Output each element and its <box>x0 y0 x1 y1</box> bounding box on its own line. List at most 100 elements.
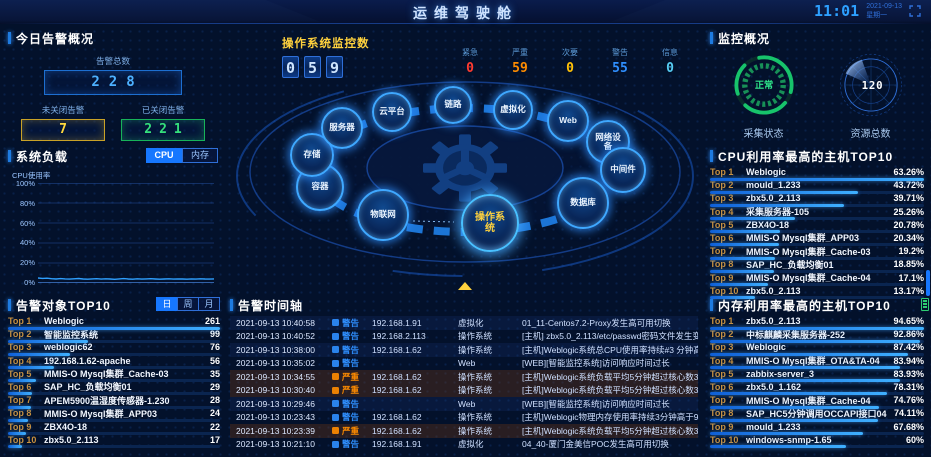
object-name: MMIS-O Mysql集群_Cache-03 <box>44 369 169 380</box>
period-tab[interactable]: 月 <box>198 297 220 311</box>
table-row[interactable]: 2021-09-13 10:40:52 警告 192.168.2.113 操作系… <box>230 330 698 344</box>
list-item[interactable]: Top 10 windows-snmp-1.65 60% <box>710 435 924 449</box>
bar-fill <box>8 445 22 449</box>
y-tick-label: 40% <box>19 238 35 248</box>
list-item[interactable]: Top 2 mould_1.233 43.72% <box>710 180 924 194</box>
list-item[interactable]: Top 6 zbx5.0_1.162 78.31% <box>710 381 924 396</box>
table-row[interactable]: 2021-09-13 10:35:02 警告 Web [WEB][智能监控系统]… <box>230 357 698 371</box>
list-item[interactable]: Top 5 zabbix-server_3 83.93% <box>710 369 924 383</box>
severity-badge: 警告 <box>332 317 372 329</box>
alarm-time: 2021-09-13 10:40:58 <box>236 317 315 328</box>
table-row[interactable]: 2021-09-13 10:23:39 严重 192.168.1.62 操作系统… <box>230 424 698 438</box>
title-accent-bar <box>8 150 11 162</box>
list-item[interactable]: Top 7 MMIS-O Mysql集群_Cache-04 74.76% <box>710 395 924 409</box>
alarm-time: 2021-09-13 10:40:52 <box>236 331 315 342</box>
resource-total-gauge: 120 资源总数 <box>838 52 904 140</box>
list-item[interactable]: Top 3 weblogic62 76 <box>8 342 220 356</box>
bar-fill <box>8 379 37 383</box>
list-item[interactable]: Top 9 MMIS-O Mysql集群_Cache-04 17.1% <box>710 273 924 286</box>
resource-category-node[interactable]: 操作系统 <box>461 194 519 252</box>
table-row[interactable]: 2021-09-13 10:38:00 警告 192.168.1.62 操作系统… <box>230 343 698 357</box>
alarm-closed-label: 已关闭告警 <box>141 105 185 115</box>
status-gauge-icon: 正常 <box>733 55 794 115</box>
resource-category-node[interactable]: 中间件 <box>600 147 646 193</box>
table-row[interactable]: 2021-09-13 10:30:40 严重 192.168.1.62 操作系统… <box>230 383 698 397</box>
tab-cpu[interactable]: CPU <box>146 148 182 163</box>
alarm-ip: 192.168.1.91 <box>372 317 422 328</box>
severity-text: 警告 <box>342 439 360 450</box>
header: 运维驾驶舱 11:01 2021-09-13 星期一 <box>0 0 931 24</box>
alarm-ip: 192.168.1.62 <box>372 344 422 355</box>
list-item[interactable]: Top 3 Weblogic 87.42% <box>710 342 924 356</box>
period-tab[interactable]: 日 <box>156 297 178 311</box>
list-item[interactable]: Top 6 SAP_HC_负载均衡01 29 <box>8 382 220 396</box>
clock: 11:01 <box>814 2 860 20</box>
severity-text: 警告 <box>342 331 360 342</box>
table-row[interactable]: 2021-09-13 10:34:55 严重 192.168.1.62 操作系统… <box>230 370 698 384</box>
list-item[interactable]: Top 10 zbx5.0_2.113 13.17% <box>710 286 924 300</box>
resource-category-node[interactable]: 虚拟化 <box>493 90 533 130</box>
panel-memory-top10: 内存利用率最高的主机TOP10 Top 1 zbx5.0_2.113 94.65… <box>710 297 924 453</box>
list-item[interactable]: Top 7 MMIS-O Mysql集群_Cache-03 19.2% <box>710 246 924 260</box>
resource-category-node[interactable]: 物联网 <box>357 189 409 241</box>
host-name: 中标麒麟采集服务器-252 <box>746 329 846 340</box>
list-item[interactable]: Top 9 mould_1.233 67.68% <box>710 422 924 435</box>
status-value: 正常 <box>754 79 772 90</box>
list-item[interactable]: Top 5 MMIS-O Mysql集群_Cache-03 35 <box>8 368 220 383</box>
node-label: 容器 <box>311 181 329 192</box>
scrollbar-thumb[interactable] <box>926 270 930 296</box>
table-row[interactable]: 2021-09-13 10:40:58 警告 192.168.1.91 虚拟化 … <box>230 316 698 330</box>
node-label: 虚拟化 <box>500 104 526 115</box>
list-item[interactable]: Top 1 Weblogic 261 <box>8 316 220 330</box>
list-item[interactable]: Top 8 MMIS-O Mysql集群_APP03 24 <box>8 408 220 422</box>
list-item[interactable]: Top 1 Weblogic 63.26% <box>710 167 924 181</box>
resource-category-node[interactable]: 云平台 <box>372 92 412 132</box>
period-tab[interactable]: 周 <box>177 297 199 311</box>
alarm-count: 35 <box>209 368 220 379</box>
battery-indicator <box>921 298 929 311</box>
list-item[interactable]: Top 5 ZBX4O-18 20.78% <box>710 220 924 234</box>
resource-category-node[interactable]: 链路 <box>434 86 472 124</box>
object-name: ZBX4O-18 <box>44 421 88 432</box>
host-name: MMIS-O Mysql集群_Cache-03 <box>746 246 871 257</box>
cpu-load-chart: 100% 80% 60% 40% 20% 0% <box>16 179 214 287</box>
severity-stat: 信息 0 <box>658 47 682 76</box>
severity-stat: 次要 0 <box>558 47 582 76</box>
list-item[interactable]: Top 2 中标麒麟采集服务器-252 92.86% <box>710 329 924 343</box>
resource-category-node[interactable]: Web <box>547 100 589 142</box>
node-label: 数据库 <box>570 197 596 208</box>
table-row[interactable]: 2021-09-13 10:21:10 警告 192.168.1.91 虚拟化 … <box>230 438 698 452</box>
y-tick-label: 20% <box>19 258 35 268</box>
table-row[interactable]: 2021-09-13 10:23:43 警告 192.168.1.62 操作系统… <box>230 411 698 425</box>
list-item[interactable]: Top 4 192.168.1.62-apache 56 <box>8 356 220 370</box>
counter-digit: 0 <box>282 56 299 78</box>
list-item[interactable]: Top 8 SAP_HC5分钟调用OCCAPI接口04 74.11% <box>710 408 924 422</box>
bar-track <box>710 190 924 194</box>
node-label: 服务器 <box>329 122 355 133</box>
list-item[interactable]: Top 4 采集服务器-105 25.26% <box>710 207 924 221</box>
status-gauge-label: 采集状态 <box>743 129 784 140</box>
list-item[interactable]: Top 10 zbx5.0_2.113 17 <box>8 435 220 449</box>
cpu-percent: 43.72% <box>893 180 924 191</box>
alarm-type: 操作系统 <box>458 412 493 423</box>
list-item[interactable]: Top 6 MMIS-O Mysql集群_APP03 20.34% <box>710 233 924 247</box>
date: 2021-09-13 <box>866 3 902 10</box>
list-item[interactable]: Top 9 ZBX4O-18 22 <box>8 422 220 435</box>
list-item[interactable]: Top 1 zbx5.0_2.113 94.65% <box>710 316 924 330</box>
list-item[interactable]: Top 4 MMIS-O Mysql集群_OTA&TA-04 83.94% <box>710 356 924 370</box>
list-item[interactable]: Top 8 SAP_HC_负载均衡01 18.85% <box>710 259 924 273</box>
fullscreen-icon[interactable] <box>909 5 921 17</box>
list-item[interactable]: Top 7 APEM5900温湿度传感器-1.230 28 <box>8 395 220 409</box>
bar-track <box>710 339 924 343</box>
tab-memory[interactable]: 内存 <box>182 148 218 163</box>
table-row[interactable]: 2021-09-13 10:29:46 警告 Web [WEB][智能监控系统]… <box>230 397 698 411</box>
bar-track <box>710 418 924 422</box>
resource-category-node[interactable]: 服务器 <box>321 107 363 149</box>
alarm-count: 99 <box>209 329 220 340</box>
list-item[interactable]: Top 2 智能监控系统 99 <box>8 329 220 343</box>
rank-label: Top 1 <box>8 316 32 326</box>
bar-track <box>710 366 924 370</box>
resource-category-node[interactable]: 数据库 <box>557 177 609 229</box>
rank-label: Top 6 <box>710 381 734 392</box>
list-item[interactable]: Top 3 zbx5.0_2.113 39.71% <box>710 193 924 207</box>
